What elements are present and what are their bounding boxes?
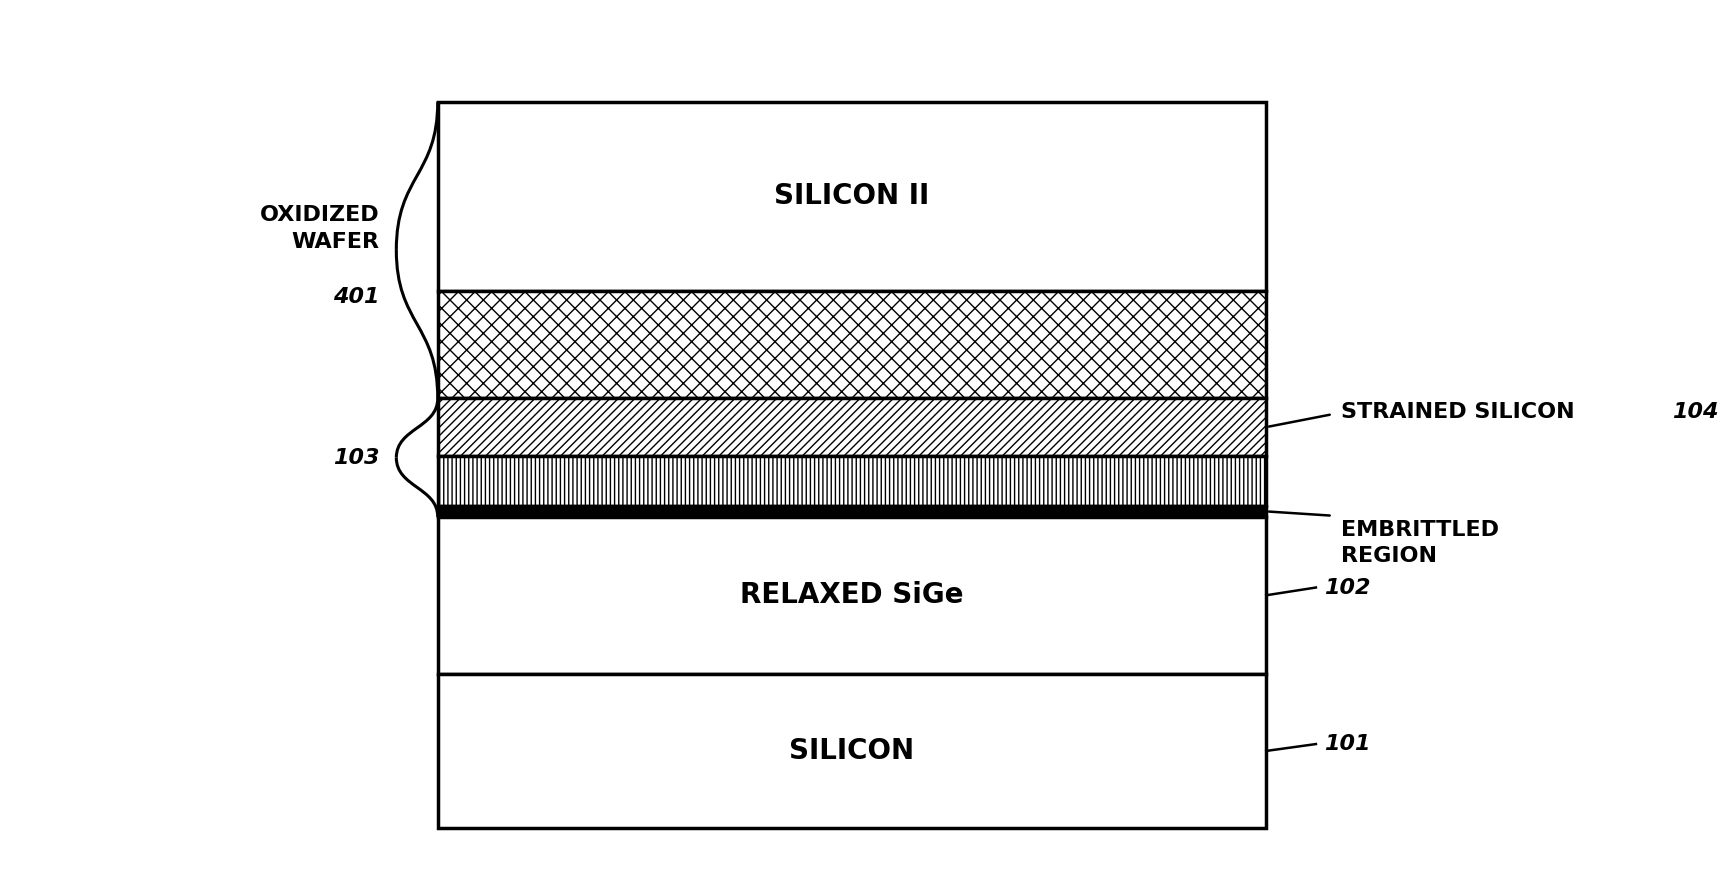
Bar: [438, 506, 1265, 517]
Text: EMBRITTLED
REGION: EMBRITTLED REGION: [1340, 520, 1497, 566]
Bar: [438, 101, 1265, 291]
Bar: [438, 517, 1265, 674]
Text: OXIDIZED
WAFER: OXIDIZED WAFER: [260, 205, 379, 252]
Text: 102: 102: [1323, 578, 1370, 598]
Bar: [438, 674, 1265, 829]
Text: RELAXED SiGe: RELAXED SiGe: [739, 581, 963, 609]
Text: 401: 401: [333, 288, 379, 308]
Text: SILICON: SILICON: [789, 737, 913, 765]
Text: STRAINED SILICON: STRAINED SILICON: [1340, 402, 1582, 421]
Text: 101: 101: [1323, 734, 1370, 754]
Text: SILICON II: SILICON II: [774, 182, 929, 210]
Bar: [438, 399, 1265, 456]
Bar: [438, 291, 1265, 399]
Bar: [438, 456, 1265, 506]
Text: 104: 104: [1671, 402, 1718, 421]
Text: 103: 103: [333, 447, 379, 468]
